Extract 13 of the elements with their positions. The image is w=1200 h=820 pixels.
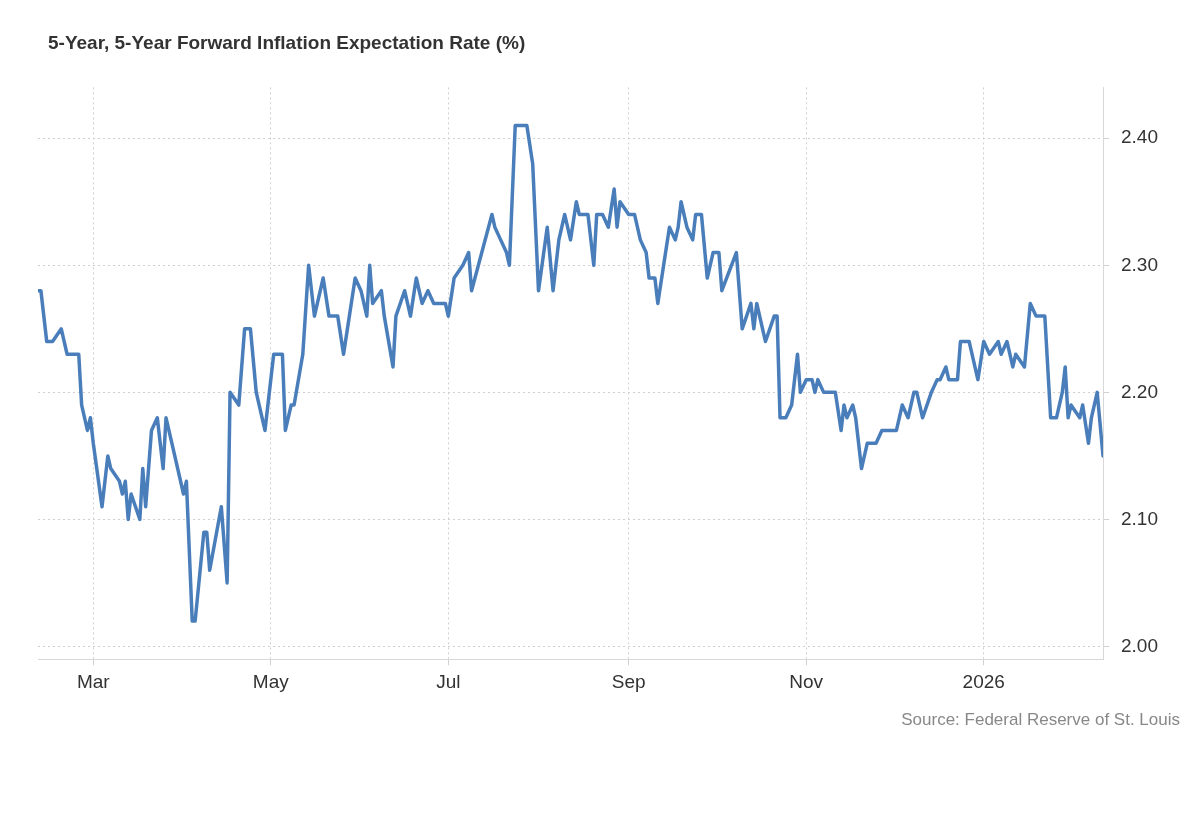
x-tick-label: Sep (611, 670, 646, 692)
y-tick-label: 2.40 (1121, 126, 1158, 148)
x-tick-label: 2026 (962, 670, 1005, 692)
source-note: Source: Federal Reserve of St. Louis (900, 710, 1181, 730)
x-tick-label: Mar (76, 670, 111, 692)
y-tick-label: 2.10 (1121, 507, 1158, 529)
y-tick-label: 2.20 (1121, 380, 1158, 402)
chart-title: 5-Year, 5-Year Forward Inflation Expectation Rate (%) (48, 32, 527, 54)
y-tick-label: 2.30 (1121, 253, 1158, 275)
y-tick-label: 2.00 (1121, 634, 1158, 656)
x-tick-label: Jul (436, 670, 461, 692)
x-tick-label: May (252, 670, 290, 692)
x-tick-label: Nov (789, 670, 824, 692)
